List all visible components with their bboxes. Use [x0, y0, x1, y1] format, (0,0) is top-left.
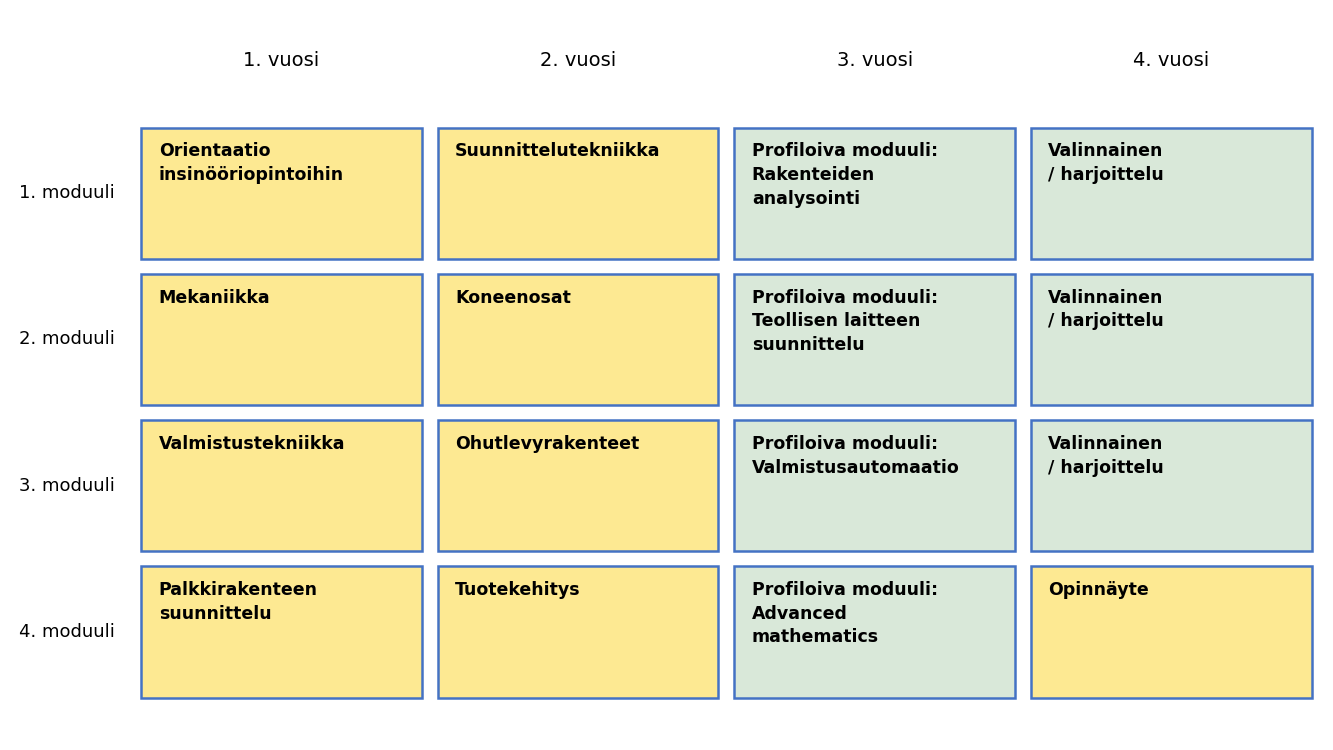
Text: Suunnittelutekniikka: Suunnittelutekniikka	[456, 142, 661, 160]
Text: Ohutlevyrakenteet: Ohutlevyrakenteet	[456, 435, 640, 453]
Text: Profiloiva moduuli:
Rakenteiden
analysointi: Profiloiva moduuli: Rakenteiden analysoi…	[752, 142, 938, 208]
FancyBboxPatch shape	[141, 274, 421, 405]
FancyBboxPatch shape	[1032, 566, 1312, 698]
FancyBboxPatch shape	[437, 274, 718, 405]
FancyBboxPatch shape	[734, 420, 1016, 551]
Text: Palkkirakenteen
suunnittelu: Palkkirakenteen suunnittelu	[159, 581, 317, 622]
Text: Profiloiva moduuli:
Valmistusautomaatio: Profiloiva moduuli: Valmistusautomaatio	[752, 435, 960, 476]
FancyBboxPatch shape	[437, 128, 718, 259]
Text: Profiloiva moduuli:
Teollisen laitteen
suunnittelu: Profiloiva moduuli: Teollisen laitteen s…	[752, 289, 938, 354]
Text: Koneenosat: Koneenosat	[456, 289, 571, 307]
Text: Valinnainen
/ harjoittelu: Valinnainen / harjoittelu	[1048, 435, 1164, 476]
Text: Opinnäyte: Opinnäyte	[1048, 581, 1149, 599]
FancyBboxPatch shape	[734, 566, 1016, 698]
Text: 3. vuosi: 3. vuosi	[837, 50, 913, 70]
Text: 2. vuosi: 2. vuosi	[540, 50, 616, 70]
Text: Orientaatio
insinööriopintoihin: Orientaatio insinööriopintoihin	[159, 142, 344, 184]
FancyBboxPatch shape	[141, 420, 421, 551]
FancyBboxPatch shape	[734, 274, 1016, 405]
FancyBboxPatch shape	[734, 128, 1016, 259]
Text: 1. moduuli: 1. moduuli	[19, 184, 115, 202]
FancyBboxPatch shape	[437, 420, 718, 551]
Text: Valmistustekniikka: Valmistustekniikka	[159, 435, 345, 453]
FancyBboxPatch shape	[1032, 128, 1312, 259]
Text: 1. vuosi: 1. vuosi	[244, 50, 320, 70]
Text: 4. vuosi: 4. vuosi	[1133, 50, 1209, 70]
Text: Valinnainen
/ harjoittelu: Valinnainen / harjoittelu	[1048, 142, 1164, 184]
Text: 3. moduuli: 3. moduuli	[19, 477, 115, 495]
Text: Tuotekehitys: Tuotekehitys	[456, 581, 581, 599]
Text: 4. moduuli: 4. moduuli	[19, 622, 115, 640]
FancyBboxPatch shape	[141, 566, 421, 698]
FancyBboxPatch shape	[1032, 420, 1312, 551]
Text: Mekaniikka: Mekaniikka	[159, 289, 271, 307]
Text: Profiloiva moduuli:
Advanced
mathematics: Profiloiva moduuli: Advanced mathematics	[752, 581, 938, 646]
Text: 2. moduuli: 2. moduuli	[19, 330, 115, 348]
Text: Valinnainen
/ harjoittelu: Valinnainen / harjoittelu	[1048, 289, 1164, 330]
FancyBboxPatch shape	[1032, 274, 1312, 405]
FancyBboxPatch shape	[141, 128, 421, 259]
FancyBboxPatch shape	[437, 566, 718, 698]
